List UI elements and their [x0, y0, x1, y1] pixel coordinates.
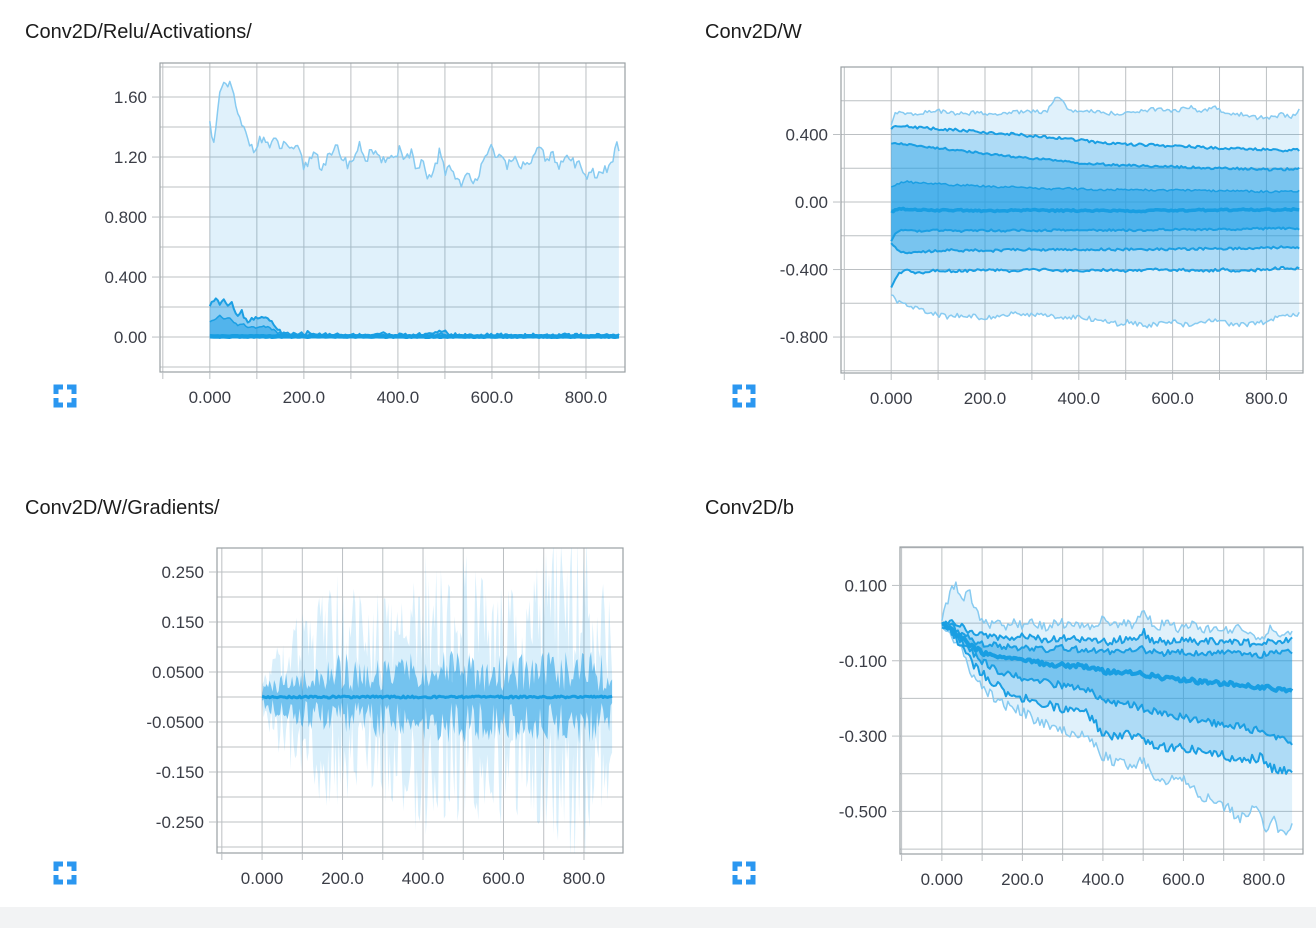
svg-text:600.0: 600.0: [1151, 389, 1194, 408]
svg-text:800.0: 800.0: [1245, 389, 1288, 408]
svg-text:0.00: 0.00: [114, 328, 147, 347]
svg-text:400.0: 400.0: [377, 388, 420, 407]
svg-text:-0.0500: -0.0500: [146, 713, 204, 732]
expand-button-activations[interactable]: [52, 383, 78, 409]
svg-text:400.0: 400.0: [1058, 389, 1101, 408]
svg-text:-0.150: -0.150: [156, 763, 204, 782]
svg-text:1.20: 1.20: [114, 148, 147, 167]
svg-text:0.000: 0.000: [241, 869, 284, 888]
svg-text:800.0: 800.0: [1243, 870, 1286, 889]
svg-text:400.0: 400.0: [402, 869, 445, 888]
svg-text:600.0: 600.0: [471, 388, 514, 407]
distribution-chart-activations[interactable]: 0.000 200.0 400.0 600.0 800.0 1.60 1.20 0.800 0.…: [0, 0, 658, 464]
svg-text:-0.250: -0.250: [156, 813, 204, 832]
svg-text:-0.400: -0.400: [780, 261, 828, 280]
expand-button-gradients[interactable]: [52, 860, 78, 886]
expand-icon: [53, 384, 77, 408]
svg-text:600.0: 600.0: [482, 869, 525, 888]
chart-title-gradients: Conv2D/W/Gradients/: [25, 497, 220, 519]
svg-text:600.0: 600.0: [1162, 870, 1205, 889]
chart-title-w: Conv2D/W: [705, 21, 802, 43]
svg-text:0.250: 0.250: [161, 563, 204, 582]
expand-icon: [732, 384, 756, 408]
svg-text:0.000: 0.000: [921, 870, 964, 889]
svg-text:0.800: 0.800: [104, 208, 147, 227]
svg-text:0.000: 0.000: [870, 389, 913, 408]
chart-title-b: Conv2D/b: [705, 497, 794, 519]
svg-text:-0.300: -0.300: [839, 727, 887, 746]
svg-text:-0.800: -0.800: [780, 328, 828, 347]
svg-text:0.150: 0.150: [161, 613, 204, 632]
distribution-chart-w[interactable]: 0.000 200.0 400.0 600.0 800.0 0.400 0.00 -0.400…: [658, 0, 1316, 464]
expand-icon: [53, 861, 77, 885]
expand-icon: [732, 861, 756, 885]
svg-text:0.400: 0.400: [104, 268, 147, 287]
expand-button-w[interactable]: [731, 383, 757, 409]
svg-text:200.0: 200.0: [321, 869, 364, 888]
distribution-chart-gradients[interactable]: 0.000 200.0 400.0 600.0 800.0 0.250 0.150 0.050…: [0, 464, 658, 928]
svg-text:-0.100: -0.100: [839, 652, 887, 671]
distribution-chart-b[interactable]: 0.000 200.0 400.0 600.0 800.0 0.100 -0.100 -0.3…: [658, 464, 1316, 928]
svg-text:1.60: 1.60: [114, 88, 147, 107]
footer-strip: [0, 907, 1316, 928]
svg-text:200.0: 200.0: [1001, 870, 1044, 889]
svg-text:0.000: 0.000: [189, 388, 232, 407]
svg-text:200.0: 200.0: [283, 388, 326, 407]
svg-text:200.0: 200.0: [964, 389, 1007, 408]
svg-text:0.0500: 0.0500: [152, 663, 204, 682]
svg-text:0.100: 0.100: [844, 576, 887, 595]
svg-text:-0.500: -0.500: [839, 802, 887, 821]
svg-text:400.0: 400.0: [1082, 870, 1125, 889]
svg-text:800.0: 800.0: [563, 869, 606, 888]
expand-button-b[interactable]: [731, 860, 757, 886]
svg-text:800.0: 800.0: [565, 388, 608, 407]
svg-text:0.400: 0.400: [785, 126, 828, 145]
svg-text:0.00: 0.00: [795, 193, 828, 212]
chart-title-activations: Conv2D/Relu/Activations/: [25, 21, 252, 43]
